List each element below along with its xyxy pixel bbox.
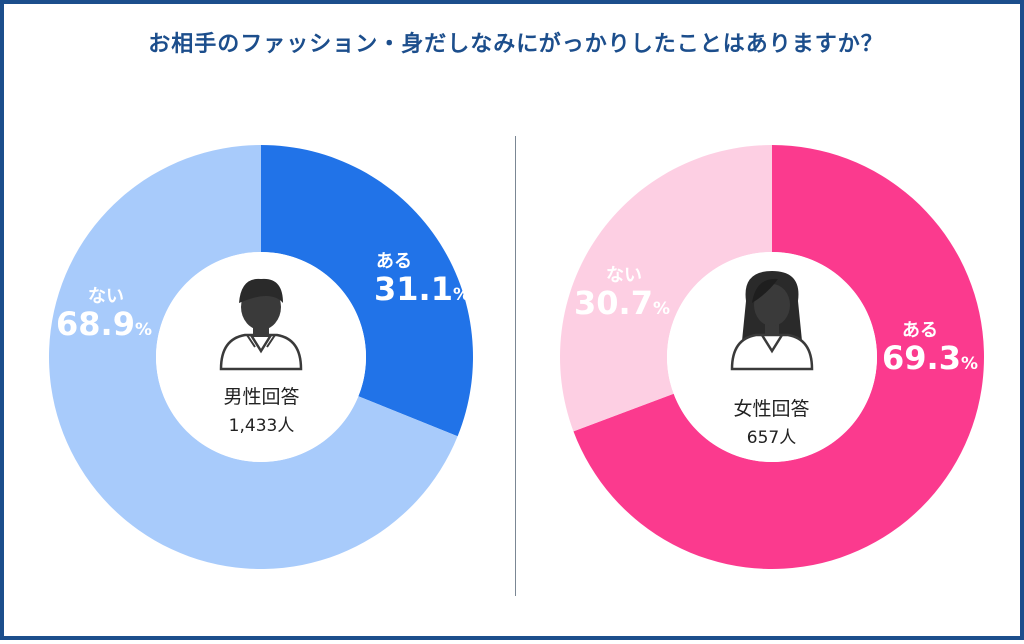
male-donut-chart — [49, 145, 474, 569]
female-group-label: 女性回答 — [733, 398, 810, 420]
female-aru-value: 69.3 — [882, 339, 961, 377]
female-aru-unit: % — [960, 354, 978, 374]
male-nai-unit: % — [134, 320, 152, 340]
male-nai-name: ない — [88, 286, 124, 307]
male-slice-label-aru: ある 31.1% — [374, 247, 470, 305]
female-aru-name: ある — [902, 320, 938, 341]
female-nai-unit: % — [652, 299, 670, 319]
male-center-label: 男性回答 1,433人 — [189, 382, 334, 436]
male-aru-unit: % — [452, 285, 470, 305]
divider — [515, 136, 516, 596]
female-donut-chart — [560, 145, 984, 570]
chart-title: お相手のファッション・身だしなみにがっかりしたことはありますか？ — [148, 32, 884, 57]
male-aru-name: ある — [376, 251, 412, 272]
male-person-icon — [219, 278, 303, 371]
male-nai-value: 68.9 — [56, 305, 135, 343]
male-slice-label-nai: ない 68.9% — [56, 282, 152, 340]
female-slice-aru — [573, 145, 984, 570]
female-person-icon — [730, 271, 814, 371]
female-slice-nai — [560, 145, 772, 432]
male-slice-aru — [261, 145, 474, 437]
male-aru-value: 31.1 — [374, 270, 453, 308]
male-group-label: 男性回答 — [223, 386, 300, 408]
female-slice-label-nai: ない 30.7% — [574, 261, 670, 319]
female-nai-name: ない — [606, 265, 642, 286]
male-respondent-count: 1,433人 — [228, 416, 295, 436]
female-nai-value: 30.7 — [574, 284, 653, 322]
female-center-label: 女性回答 657人 — [699, 394, 844, 448]
female-slice-label-aru: ある 69.3% — [882, 316, 978, 374]
female-respondent-count: 657人 — [746, 428, 797, 448]
male-slice-nai — [49, 145, 458, 569]
